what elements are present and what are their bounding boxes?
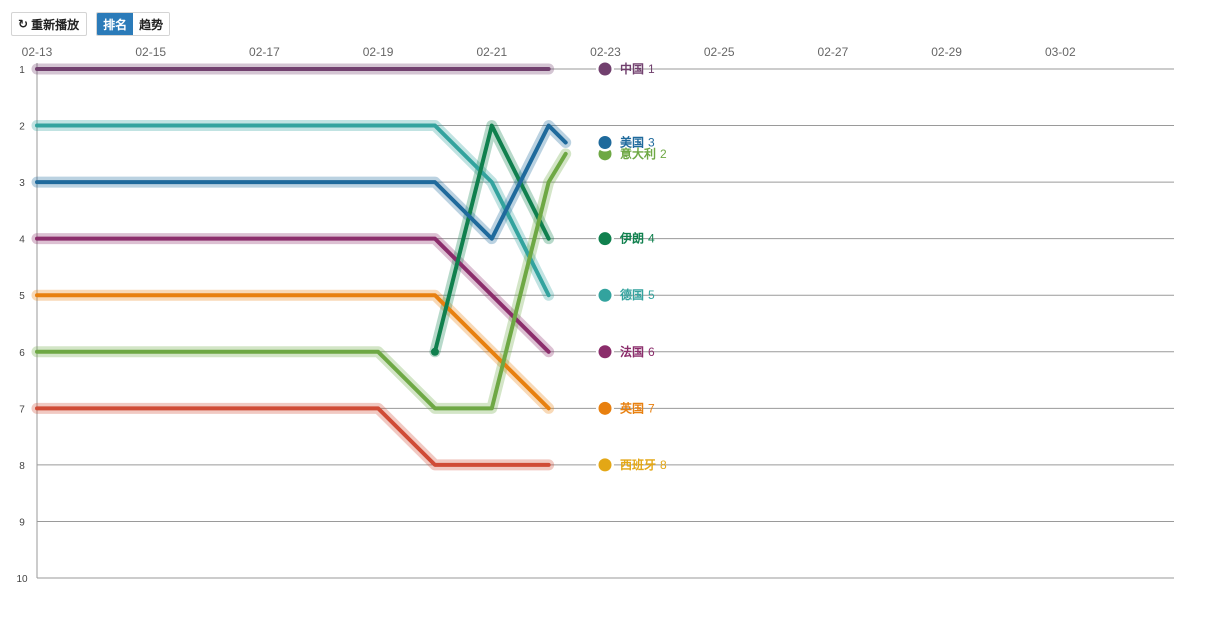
series-rank: 5: [648, 288, 655, 302]
y-tick-label: 8: [19, 461, 25, 472]
x-tick-label: 02-19: [363, 45, 394, 59]
series-label: 意大利 2: [620, 146, 667, 161]
series-name: 中国: [620, 61, 644, 76]
y-tick-label: 4: [19, 235, 25, 246]
series-rank: 1: [648, 62, 655, 76]
series-end-dot: [598, 232, 612, 246]
x-tick-label: 02-29: [931, 45, 962, 59]
tab-rank[interactable]: 排名: [97, 13, 134, 35]
series-start-dot: [430, 347, 439, 356]
series-line: [432, 123, 551, 354]
series-label: 美国 3: [620, 135, 655, 150]
series-end-dot: [598, 136, 612, 150]
series-rank: 3: [648, 136, 655, 150]
tab-trend[interactable]: 趋势: [133, 13, 170, 35]
x-tick-label: 03-02: [1045, 45, 1076, 59]
x-tick-label: 02-13: [22, 45, 53, 59]
series-end-dot: [598, 401, 612, 415]
series-rank: 7: [648, 401, 655, 415]
x-tick-label: 02-27: [818, 45, 849, 59]
series-name: 意大利: [620, 146, 656, 161]
x-tick-label: 02-15: [135, 45, 166, 59]
series-rank: 2: [660, 147, 667, 161]
series-line: [35, 293, 551, 411]
series-rank: 4: [648, 232, 655, 246]
toolbar: ↻ 重新播放 排名 趋势: [11, 11, 171, 37]
series-halo: [31, 148, 572, 414]
series-name: 法国: [620, 344, 644, 359]
series-end-dot: [598, 288, 612, 302]
series-halo: [31, 402, 555, 471]
y-tick-label: 7: [19, 404, 25, 415]
x-tick-label: 02-23: [590, 45, 621, 59]
series-lines: [31, 63, 572, 471]
series-label: 德国 5: [620, 287, 655, 302]
series-name: 英国: [620, 400, 644, 415]
series-label: 伊朗 4: [619, 231, 655, 246]
y-tick-label: 2: [19, 122, 25, 133]
series-label: 中国 1: [620, 61, 655, 76]
series-labels: 西班牙 8 英国 7 法国 6 德国 5 伊朗 4 意大利 2 美国 3 中国 1: [596, 60, 667, 474]
series-name: 德国: [620, 287, 644, 302]
series-name: 美国: [620, 135, 644, 150]
y-tick-label: 6: [19, 348, 25, 359]
series-end-dot: [598, 345, 612, 359]
refresh-icon: ↻: [18, 17, 29, 31]
series-name: 伊朗: [619, 231, 644, 246]
series-line: [35, 123, 551, 298]
y-tick-label: 10: [16, 574, 28, 585]
replay-label: 重新播放: [31, 17, 80, 32]
x-tick-label: 02-21: [476, 45, 507, 59]
x-tick-label: 02-25: [704, 45, 735, 59]
series-label: 西班牙 8: [620, 457, 667, 472]
y-tick-label: 3: [19, 178, 25, 189]
replay-button[interactable]: ↻ 重新播放: [11, 12, 88, 36]
y-tick-label: 5: [19, 291, 25, 302]
series-label: 法国 6: [620, 344, 655, 359]
y-tick-label: 1: [19, 65, 25, 76]
series-line: [35, 151, 568, 411]
view-toggle: 排名 趋势: [96, 12, 171, 36]
series-rank: 8: [660, 458, 667, 472]
series-name: 西班牙: [620, 457, 656, 472]
series-line: [35, 123, 568, 241]
y-tick-label: 9: [19, 517, 25, 528]
series-rank: 6: [648, 345, 655, 359]
series-label: 英国 7: [620, 400, 655, 415]
x-tick-label: 02-17: [249, 45, 280, 59]
series-line: [35, 406, 551, 467]
series-end-dot: [598, 62, 612, 76]
series-line: [35, 236, 551, 354]
series-end-dot: [598, 458, 612, 472]
